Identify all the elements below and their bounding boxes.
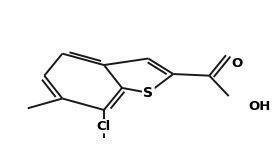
Text: Cl: Cl	[97, 120, 111, 133]
Text: OH: OH	[248, 100, 270, 113]
Text: S: S	[143, 86, 153, 100]
Text: O: O	[232, 57, 243, 70]
